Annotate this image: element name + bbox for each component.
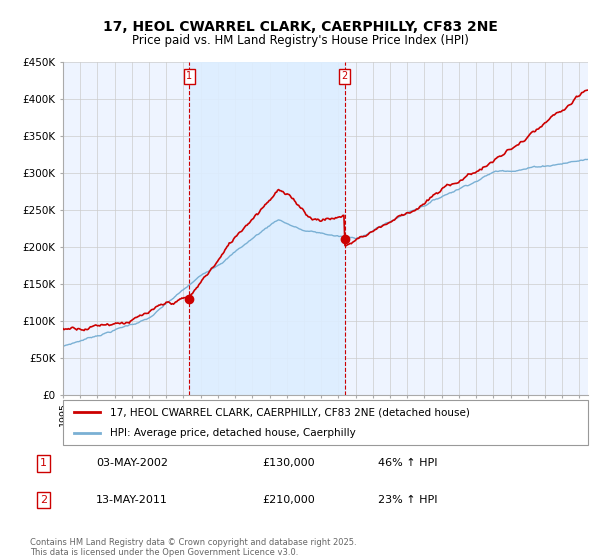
Text: Price paid vs. HM Land Registry's House Price Index (HPI): Price paid vs. HM Land Registry's House …: [131, 34, 469, 46]
Text: £130,000: £130,000: [262, 459, 314, 468]
Text: 1: 1: [186, 72, 193, 81]
Text: 1: 1: [40, 459, 47, 468]
Text: 23% ↑ HPI: 23% ↑ HPI: [378, 495, 437, 505]
Text: 2: 2: [40, 495, 47, 505]
Text: Contains HM Land Registry data © Crown copyright and database right 2025.
This d: Contains HM Land Registry data © Crown c…: [30, 538, 356, 557]
Text: 46% ↑ HPI: 46% ↑ HPI: [378, 459, 437, 468]
Text: 2: 2: [341, 72, 348, 81]
Bar: [190, 62, 344, 395]
Text: £210,000: £210,000: [262, 495, 314, 505]
Text: HPI: Average price, detached house, Caerphilly: HPI: Average price, detached house, Caer…: [110, 428, 356, 438]
FancyBboxPatch shape: [63, 400, 588, 445]
Text: 17, HEOL CWARREL CLARK, CAERPHILLY, CF83 2NE (detached house): 17, HEOL CWARREL CLARK, CAERPHILLY, CF83…: [110, 408, 470, 418]
Text: 03-MAY-2002: 03-MAY-2002: [96, 459, 168, 468]
Text: 17, HEOL CWARREL CLARK, CAERPHILLY, CF83 2NE: 17, HEOL CWARREL CLARK, CAERPHILLY, CF83…: [103, 20, 497, 34]
Text: 13-MAY-2011: 13-MAY-2011: [96, 495, 168, 505]
